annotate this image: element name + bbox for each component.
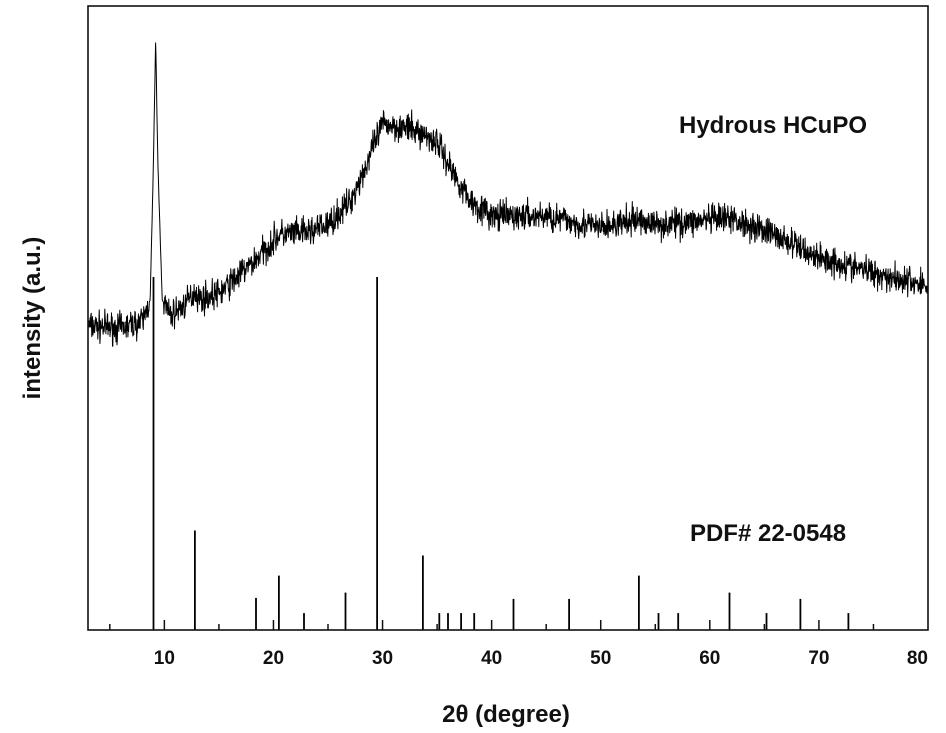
x-axis-title: 2θ (degree)	[442, 701, 570, 728]
x-tick-label: 80	[907, 648, 928, 669]
curve-layer	[88, 43, 928, 347]
x-tick-label: 60	[699, 648, 720, 669]
reference-stick-layer	[154, 277, 849, 630]
x-tick-label: 30	[372, 648, 393, 669]
series-annotation-pdf-card: PDF# 22-0548	[690, 520, 846, 547]
x-tick-label: 50	[590, 648, 611, 669]
x-tick-label: 70	[808, 648, 829, 669]
x-tick-label: 40	[481, 648, 502, 669]
series-annotation-hydrous-hcupo: Hydrous HCuPO	[679, 112, 867, 139]
x-tick-layer: 10 20 30 40 50 60 70 80	[110, 620, 928, 669]
x-tick-label: 10	[154, 648, 175, 669]
y-axis-title: intensity (a.u.)	[19, 237, 46, 400]
measured-xrd-curve	[88, 43, 928, 347]
x-tick-label: 20	[263, 648, 284, 669]
